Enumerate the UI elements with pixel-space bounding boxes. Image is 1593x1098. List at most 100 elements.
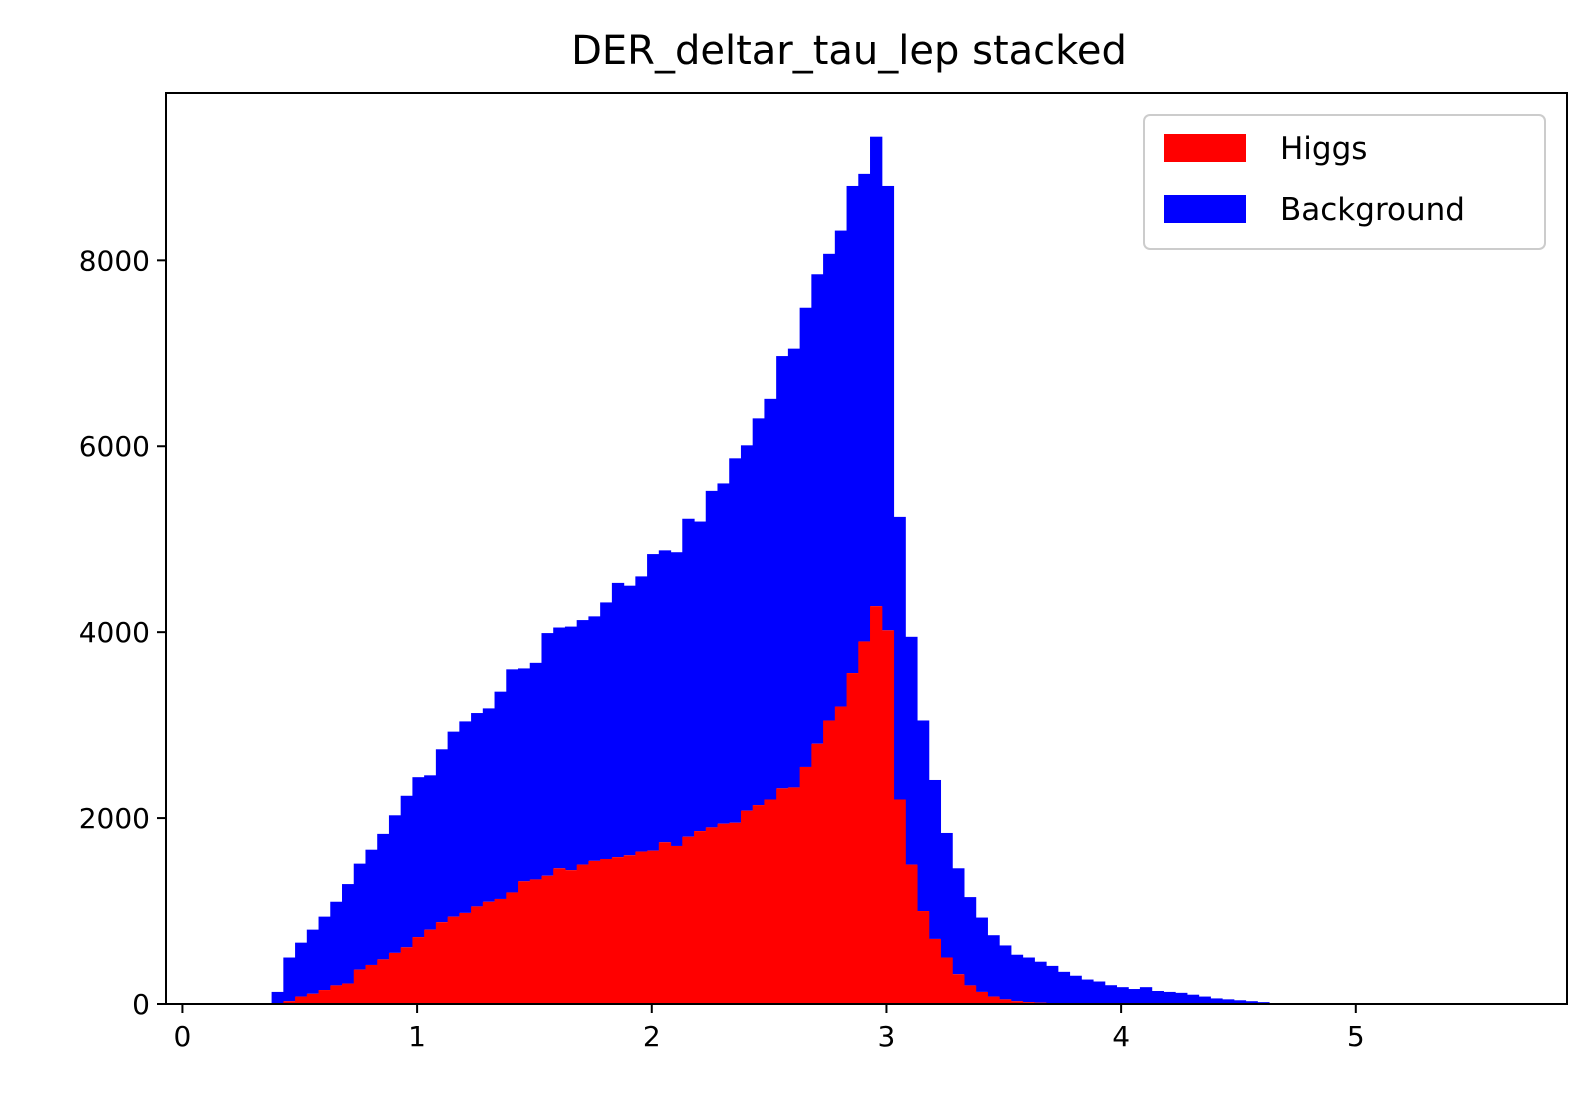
higgs-bar (705, 827, 719, 1004)
background-bar (823, 253, 836, 721)
background-bar (295, 942, 308, 997)
background-bar (740, 445, 754, 811)
background-bar (330, 901, 343, 986)
higgs-bar (330, 985, 343, 1004)
background-bar (670, 552, 683, 846)
background-series-bars (271, 136, 1294, 1004)
background-bar (975, 917, 988, 992)
higgs-bar (870, 606, 883, 1004)
background-bar (529, 662, 543, 880)
background-bar (776, 356, 789, 789)
x-tick-label: 0 (174, 1020, 192, 1053)
background-bar (963, 897, 977, 986)
legend-label-background: Background (1280, 192, 1465, 228)
higgs-bar (963, 985, 977, 1004)
higgs-bar (881, 630, 895, 1004)
background-bar (1010, 954, 1024, 1002)
background-bar (729, 458, 742, 823)
higgs-bar (823, 720, 836, 1004)
background-bar (928, 779, 942, 939)
higgs-bar (600, 858, 613, 1004)
background-bar (424, 775, 437, 930)
background-bar (1069, 975, 1082, 1004)
background-bar (518, 668, 531, 882)
y-tick-label: 2000 (79, 802, 150, 835)
background-bar (1034, 961, 1047, 1003)
background-bar (705, 490, 719, 828)
higgs-bar (658, 842, 672, 1004)
background-bar (940, 832, 953, 958)
background-bar (1081, 979, 1094, 1004)
higgs-bar (377, 959, 390, 1004)
higgs-bar (975, 991, 988, 1004)
higgs-bar (388, 952, 402, 1004)
higgs-bar (752, 805, 766, 1004)
background-bar (1222, 999, 1235, 1004)
chart-title: DER_deltar_tau_lep stacked (571, 28, 1127, 74)
background-bar (553, 627, 566, 869)
higgs-bar (342, 983, 355, 1004)
higgs-bar (447, 916, 460, 1004)
background-bar (342, 884, 355, 984)
background-bar (412, 777, 425, 938)
background-bar (1104, 985, 1118, 1004)
higgs-bar (318, 990, 331, 1004)
background-bar (635, 576, 648, 852)
higgs-bar (553, 868, 566, 1004)
background-bar (623, 585, 636, 856)
background-bar (1245, 1001, 1258, 1004)
higgs-bar (717, 823, 730, 1004)
background-bar (541, 633, 554, 876)
legend: Higgs Background (1143, 114, 1546, 250)
background-bar (987, 935, 1000, 997)
background-bar (787, 348, 801, 788)
higgs-bar (729, 822, 742, 1004)
legend-swatch-background (1164, 195, 1246, 223)
higgs-bar (588, 860, 601, 1004)
higgs-bar (787, 787, 801, 1004)
x-tick-label: 4 (1112, 1020, 1130, 1053)
higgs-bar (1010, 1001, 1024, 1004)
higgs-bar (529, 879, 543, 1004)
higgs-bar (799, 766, 812, 1004)
higgs-bar (306, 993, 320, 1004)
background-bar (1128, 989, 1141, 1004)
higgs-bar (623, 855, 636, 1004)
background-bar (611, 582, 625, 858)
y-tick-label: 0 (132, 988, 150, 1021)
higgs-bar (424, 929, 437, 1004)
higgs-bar (365, 964, 378, 1004)
background-bar (1057, 971, 1071, 1004)
higgs-bar (541, 875, 554, 1004)
higgs-bar (647, 850, 660, 1004)
higgs-bar (518, 881, 531, 1004)
x-tick-label: 1 (408, 1020, 426, 1053)
higgs-bar (295, 996, 308, 1004)
background-bar (647, 554, 660, 851)
background-bar (799, 307, 812, 767)
background-bar (870, 136, 883, 607)
background-bar (1210, 998, 1223, 1004)
x-tick-label: 2 (643, 1020, 661, 1053)
background-bar (916, 720, 930, 912)
legend-label-higgs: Higgs (1280, 131, 1367, 167)
background-bar (752, 418, 766, 806)
higgs-bar (776, 788, 789, 1004)
background-bar (377, 833, 390, 960)
higgs-bar (858, 641, 871, 1004)
background-bar (353, 863, 367, 970)
higgs-bar (694, 831, 707, 1004)
higgs-bar (987, 996, 1000, 1004)
y-tick-label: 8000 (79, 244, 150, 277)
higgs-bar (764, 799, 777, 1004)
higgs-bar (412, 937, 425, 1004)
background-bar (318, 916, 331, 991)
higgs-bar (635, 851, 648, 1004)
background-bar (283, 957, 296, 1002)
background-bar (811, 274, 824, 744)
background-bar (506, 669, 519, 893)
background-bar (400, 795, 413, 948)
higgs-bar (506, 892, 519, 1004)
background-bar (717, 483, 730, 824)
higgs-bar (400, 947, 413, 1004)
